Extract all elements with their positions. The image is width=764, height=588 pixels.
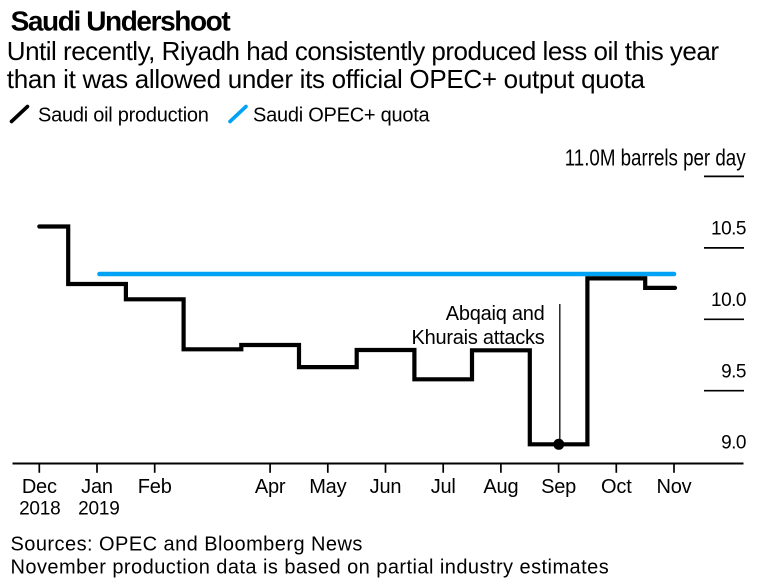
svg-text:May: May bbox=[309, 476, 346, 498]
svg-text:Abqaiq and: Abqaiq and bbox=[446, 303, 545, 325]
svg-text:Feb: Feb bbox=[138, 476, 172, 498]
svg-text:9.0: 9.0 bbox=[721, 433, 746, 454]
svg-text:Jan: Jan bbox=[81, 476, 113, 498]
svg-text:Apr: Apr bbox=[255, 476, 286, 498]
svg-text:Oct: Oct bbox=[601, 476, 632, 498]
svg-text:Saudi OPEC+ quota: Saudi OPEC+ quota bbox=[253, 105, 431, 127]
svg-text:Aug: Aug bbox=[483, 476, 518, 498]
svg-text:Dec: Dec bbox=[22, 476, 57, 498]
svg-text:Sources: OPEC and Bloomberg Ne: Sources: OPEC and Bloomberg News bbox=[11, 534, 363, 556]
svg-text:November production data is ba: November production data is based on par… bbox=[11, 557, 610, 579]
svg-text:Nov: Nov bbox=[657, 476, 692, 498]
svg-text:Saudi oil production: Saudi oil production bbox=[38, 105, 209, 127]
svg-text:10.5: 10.5 bbox=[711, 219, 746, 240]
svg-text:10.0: 10.0 bbox=[711, 290, 746, 311]
svg-text:Jun: Jun bbox=[370, 476, 402, 498]
svg-text:Khurais attacks: Khurais attacks bbox=[412, 327, 545, 349]
svg-text:2018: 2018 bbox=[19, 499, 60, 520]
svg-text:Until recently, Riyadh had con: Until recently, Riyadh had consistently … bbox=[7, 36, 720, 66]
svg-text:9.5: 9.5 bbox=[721, 361, 746, 382]
svg-text:than it was allowed under its: than it was allowed under its official O… bbox=[7, 64, 646, 94]
svg-text:Sep: Sep bbox=[541, 476, 576, 498]
svg-text:2019: 2019 bbox=[78, 499, 119, 520]
svg-text:Saudi Undershoot: Saudi Undershoot bbox=[11, 6, 231, 37]
svg-text:11.0M barrels per day: 11.0M barrels per day bbox=[565, 146, 746, 171]
svg-text:Jul: Jul bbox=[431, 476, 456, 498]
